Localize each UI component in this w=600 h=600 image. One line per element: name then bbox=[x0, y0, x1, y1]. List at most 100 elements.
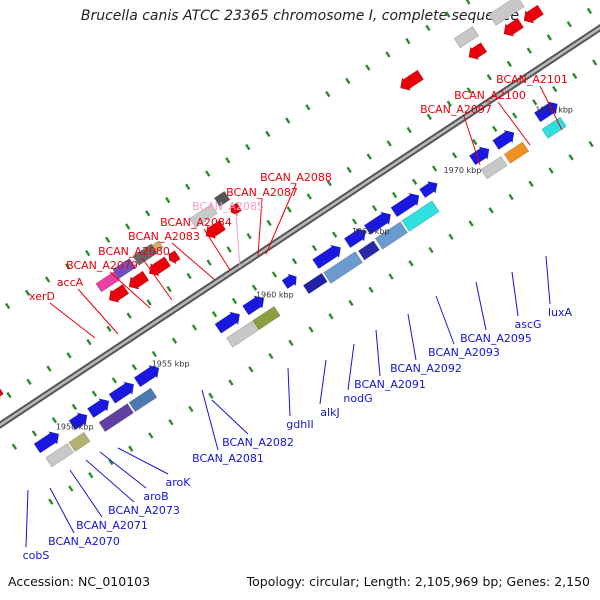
lower-gene-label: nodG bbox=[343, 392, 372, 405]
scale-tick bbox=[385, 51, 391, 58]
leader-line bbox=[257, 198, 263, 257]
leader-line bbox=[49, 487, 75, 534]
gene-feature bbox=[98, 403, 134, 433]
scale-tick bbox=[125, 223, 131, 230]
gene-feature bbox=[503, 141, 530, 164]
scale-tick bbox=[66, 352, 72, 359]
lower-gene-label: BCAN_A2073 bbox=[108, 504, 180, 517]
gene-feature bbox=[68, 431, 91, 452]
backbone-highlight bbox=[0, 26, 600, 427]
scale-tick bbox=[106, 325, 112, 332]
scale-tick bbox=[191, 324, 198, 331]
gene-feature bbox=[168, 250, 181, 265]
leader-line bbox=[49, 302, 96, 339]
lower-gene-label: BCAN_A2092 bbox=[390, 362, 462, 375]
upper-gene-label: BCAN_A2087 bbox=[226, 186, 298, 199]
scale-tick bbox=[146, 299, 152, 306]
scale-tick bbox=[111, 377, 118, 384]
scale-tick bbox=[64, 263, 71, 270]
scale-tick bbox=[251, 284, 258, 291]
scale-tick bbox=[512, 112, 518, 119]
scale-tick bbox=[248, 366, 254, 373]
upper-gene-label: BCAN_A2100 bbox=[454, 89, 526, 102]
scale-tick bbox=[331, 231, 338, 238]
scale-tick bbox=[568, 154, 574, 161]
upper-gene-label: BCAN_A2088 bbox=[260, 171, 332, 184]
scale-tick bbox=[185, 183, 191, 190]
lower-gene-label: BCAN_A2070 bbox=[48, 535, 120, 548]
gene-feature bbox=[33, 431, 60, 454]
leader-line bbox=[319, 359, 327, 405]
scale-tick bbox=[265, 130, 271, 137]
scale-tick bbox=[44, 276, 51, 283]
gene-feature bbox=[357, 240, 380, 261]
gene-feature bbox=[133, 364, 160, 388]
lower-gene-label: gdhII bbox=[286, 418, 313, 431]
gene-feature bbox=[390, 192, 420, 218]
lower-gene-label: BCAN_A2081 bbox=[192, 452, 264, 465]
leader-line bbox=[117, 447, 169, 475]
scale-tick bbox=[86, 338, 92, 346]
scale-tick bbox=[592, 59, 598, 66]
scale-tick bbox=[6, 391, 12, 399]
gene-feature bbox=[242, 295, 265, 316]
gene-feature bbox=[132, 243, 158, 266]
scale-tick bbox=[546, 34, 552, 41]
gene-feature bbox=[87, 398, 110, 419]
scale-tick bbox=[31, 430, 38, 437]
scale-tick bbox=[572, 72, 578, 79]
upper-gene-label: BCAN_A2080 bbox=[98, 245, 170, 258]
gene-feature bbox=[108, 283, 130, 303]
leader-line bbox=[25, 489, 29, 548]
lower-gene-label: BCAN_A2093 bbox=[428, 346, 500, 359]
gene-feature bbox=[112, 257, 137, 280]
scale-tick bbox=[226, 246, 232, 253]
scale-tick bbox=[386, 140, 392, 147]
scale-tick bbox=[291, 258, 298, 265]
scale-tick bbox=[445, 11, 451, 18]
gene-feature bbox=[252, 306, 281, 331]
leader-line bbox=[545, 255, 551, 305]
scale-tick bbox=[351, 218, 358, 225]
scale-tick bbox=[388, 273, 394, 280]
leader-line bbox=[265, 183, 297, 255]
leader-line bbox=[99, 451, 147, 489]
scale-tick bbox=[148, 432, 154, 439]
scale-tick bbox=[286, 206, 292, 213]
scale-tick bbox=[245, 143, 251, 151]
scale-tick bbox=[326, 179, 332, 187]
kbp-label: 1965 kbp bbox=[352, 227, 390, 236]
inner-dot-row-bottom bbox=[11, 59, 598, 450]
scale-tick bbox=[405, 37, 411, 45]
scale-tick bbox=[328, 313, 334, 320]
gene-feature bbox=[151, 240, 164, 253]
scale-tick bbox=[532, 99, 538, 106]
gene-feature bbox=[302, 272, 328, 295]
scale-tick bbox=[205, 170, 211, 177]
gene-feature bbox=[205, 219, 227, 239]
upper-gene-label: BCAN_A2083 bbox=[128, 230, 200, 243]
leader-line bbox=[347, 343, 355, 391]
chromosome-backbone bbox=[0, 23, 600, 429]
scale-tick bbox=[266, 219, 272, 227]
scale-tick bbox=[588, 140, 594, 148]
leader-line bbox=[287, 367, 291, 417]
scale-tick bbox=[131, 364, 138, 371]
scale-tick bbox=[428, 246, 434, 254]
scale-tick bbox=[492, 125, 498, 132]
inner-dot-row-top bbox=[6, 7, 593, 399]
scale-tick bbox=[51, 417, 58, 424]
scale-tick bbox=[268, 352, 274, 360]
scale-tick bbox=[366, 153, 372, 160]
scale-tick bbox=[26, 378, 32, 385]
gene-feature bbox=[312, 244, 341, 270]
gene-feature bbox=[503, 17, 525, 37]
lower-gene-label: aroK bbox=[166, 476, 192, 489]
leader-line bbox=[69, 469, 103, 518]
kbp-label: 1960 kbp bbox=[256, 290, 294, 299]
scale-tick bbox=[88, 472, 94, 479]
scale-tick bbox=[168, 419, 174, 426]
scale-tick bbox=[391, 191, 398, 199]
scale-tick bbox=[448, 233, 454, 240]
gene-feature bbox=[541, 116, 567, 139]
